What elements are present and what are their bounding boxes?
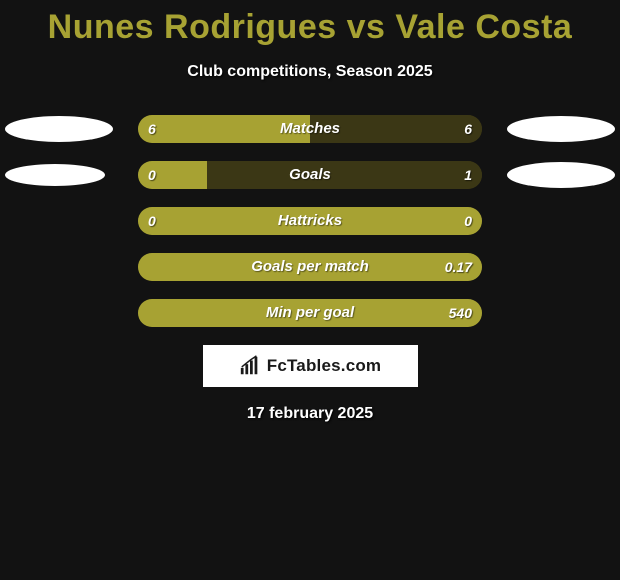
stat-bar-track: 0.17Goals per match bbox=[138, 253, 482, 281]
date-label: 17 february 2025 bbox=[0, 405, 620, 423]
player-ellipse-left bbox=[5, 116, 113, 142]
stat-row: 01Goals bbox=[0, 161, 620, 189]
stat-label: Hattricks bbox=[138, 207, 482, 235]
page-title: Nunes Rodrigues vs Vale Costa bbox=[0, 0, 620, 47]
stat-label: Goals bbox=[138, 161, 482, 189]
stat-label: Goals per match bbox=[138, 253, 482, 281]
player-ellipse-right bbox=[507, 116, 615, 142]
stat-row: 540Min per goal bbox=[0, 299, 620, 327]
stat-bar-track: 66Matches bbox=[138, 115, 482, 143]
stat-row: 00Hattricks bbox=[0, 207, 620, 235]
subtitle: Club competitions, Season 2025 bbox=[0, 63, 620, 81]
player-ellipse-right bbox=[507, 162, 615, 188]
logo-text: FcTables.com bbox=[267, 356, 382, 376]
stats-container: 66Matches 01Goals 00Hattricks 0.17Goals per… bbox=[0, 115, 620, 327]
logo-box: FcTables.com bbox=[203, 345, 418, 387]
bar-chart-icon bbox=[239, 355, 261, 377]
stat-label: Matches bbox=[138, 115, 482, 143]
stat-row: 66Matches bbox=[0, 115, 620, 143]
stat-label: Min per goal bbox=[138, 299, 482, 327]
stat-bar-track: 540Min per goal bbox=[138, 299, 482, 327]
stat-bar-track: 00Hattricks bbox=[138, 207, 482, 235]
stat-bar-track: 01Goals bbox=[138, 161, 482, 189]
player-ellipse-left bbox=[5, 164, 105, 186]
stat-row: 0.17Goals per match bbox=[0, 253, 620, 281]
